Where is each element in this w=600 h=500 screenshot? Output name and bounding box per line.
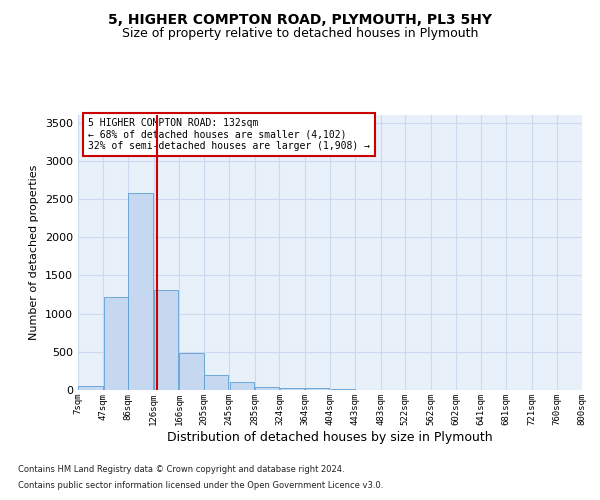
Bar	[255, 386, 279, 390]
Y-axis label: Number of detached properties: Number of detached properties	[29, 165, 40, 340]
Bar	[331, 389, 355, 390]
Bar	[280, 388, 304, 390]
Bar	[154, 290, 178, 390]
Text: 5, HIGHER COMPTON ROAD, PLYMOUTH, PL3 5HY: 5, HIGHER COMPTON ROAD, PLYMOUTH, PL3 5H…	[108, 12, 492, 26]
Bar	[204, 376, 229, 390]
Bar	[104, 297, 128, 390]
Text: Contains HM Land Registry data © Crown copyright and database right 2024.: Contains HM Land Registry data © Crown c…	[18, 466, 344, 474]
Bar	[230, 382, 254, 390]
Text: Size of property relative to detached houses in Plymouth: Size of property relative to detached ho…	[122, 28, 478, 40]
Bar	[78, 386, 103, 390]
Text: 5 HIGHER COMPTON ROAD: 132sqm
← 68% of detached houses are smaller (4,102)
32% o: 5 HIGHER COMPTON ROAD: 132sqm ← 68% of d…	[88, 118, 370, 151]
Bar	[179, 352, 203, 390]
X-axis label: Distribution of detached houses by size in Plymouth: Distribution of detached houses by size …	[167, 430, 493, 444]
Bar	[305, 388, 329, 390]
Text: Contains public sector information licensed under the Open Government Licence v3: Contains public sector information licen…	[18, 480, 383, 490]
Bar	[128, 193, 153, 390]
